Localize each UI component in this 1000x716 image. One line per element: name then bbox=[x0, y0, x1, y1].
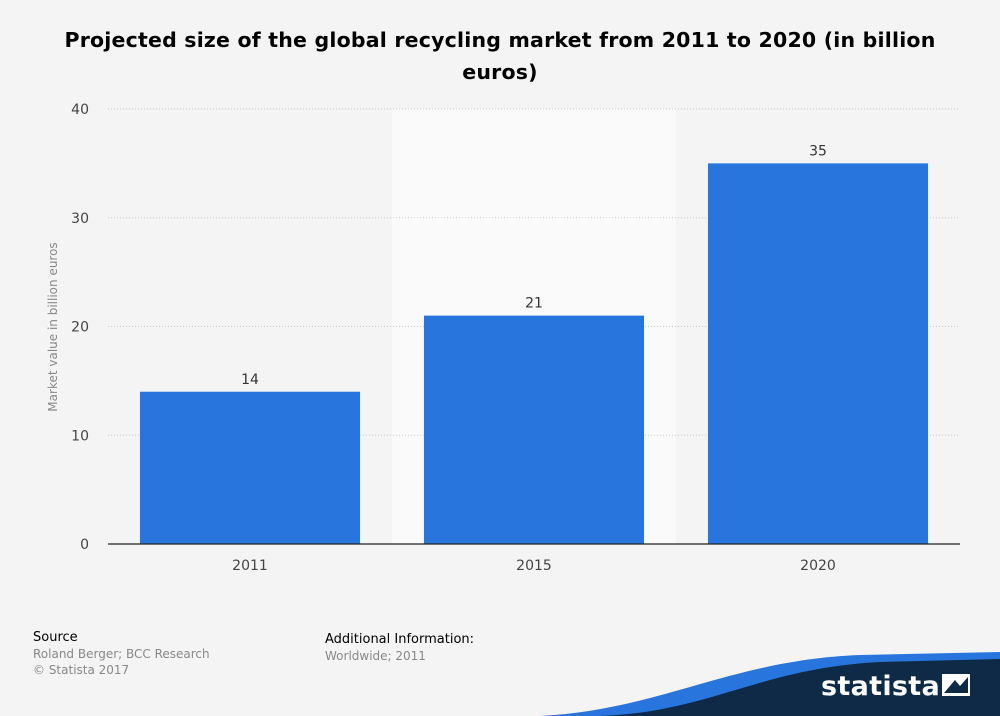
bar bbox=[139, 391, 361, 544]
source-heading: Source bbox=[33, 630, 78, 645]
bar bbox=[707, 163, 929, 544]
x-tick-label: 2015 bbox=[516, 558, 552, 574]
data-label: 21 bbox=[525, 296, 543, 312]
y-tick-label: 0 bbox=[80, 537, 89, 553]
source-text[interactable]: Roland Berger; BCC Research bbox=[33, 647, 210, 661]
bars bbox=[139, 163, 929, 544]
statista-logo-icon bbox=[942, 674, 970, 696]
x-tick-label: 2020 bbox=[800, 558, 836, 574]
additional-info-heading: Additional Information: bbox=[325, 632, 475, 647]
data-labels: 14 21 35 bbox=[241, 143, 827, 387]
y-tick-label: 40 bbox=[71, 102, 89, 118]
y-tick-label: 20 bbox=[71, 320, 89, 336]
y-axis-label: Market value in billion euros bbox=[46, 242, 60, 411]
y-tick-label: 10 bbox=[71, 428, 89, 444]
source-block: Source Roland Berger; BCC Research © Sta… bbox=[33, 630, 210, 678]
data-label: 14 bbox=[241, 372, 259, 388]
chart-title: Projected size of the global recycling m… bbox=[64, 28, 936, 84]
additional-info-text: Worldwide; 2011 bbox=[325, 649, 426, 663]
data-label: 35 bbox=[809, 143, 827, 159]
bar bbox=[423, 315, 645, 544]
y-tick-labels: 0 10 20 30 40 bbox=[71, 102, 89, 553]
copyright-text: © Statista 2017 bbox=[33, 663, 130, 677]
statista-logo-text[interactable]: statista bbox=[821, 671, 940, 702]
x-tick-label: 2011 bbox=[232, 558, 268, 574]
x-tick-labels: 2011 2015 2020 bbox=[232, 558, 836, 574]
brand-wave bbox=[600, 659, 1000, 716]
brand-area: statista bbox=[540, 646, 1000, 716]
y-tick-label: 30 bbox=[71, 211, 89, 227]
additional-info-block: Additional Information: Worldwide; 2011 bbox=[325, 632, 474, 664]
